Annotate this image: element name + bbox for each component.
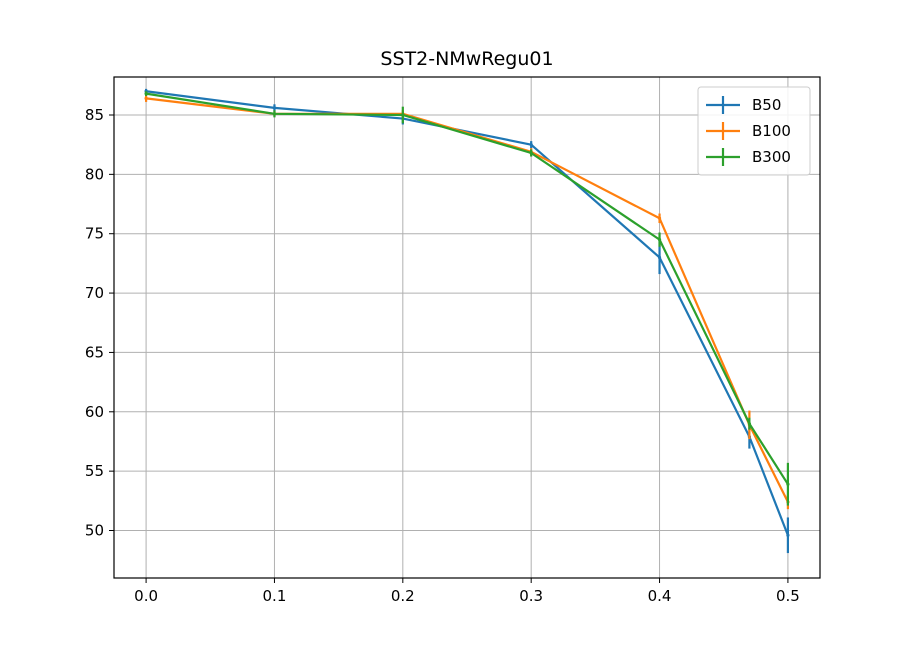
legend-label-b100: B100 bbox=[752, 122, 791, 140]
x-tick-label: 0.2 bbox=[391, 587, 415, 605]
x-tick-label: 0.1 bbox=[263, 587, 287, 605]
data-point-b300 bbox=[747, 422, 752, 426]
data-point-b300 bbox=[657, 238, 662, 242]
y-tick-label: 50 bbox=[85, 522, 104, 540]
data-point-b300 bbox=[401, 113, 405, 117]
y-tick-label: 80 bbox=[85, 165, 104, 183]
y-tick-label: 85 bbox=[85, 106, 104, 124]
x-tick-label: 0.3 bbox=[519, 587, 543, 605]
chart-title: SST2-NMwRegu01 bbox=[380, 48, 553, 70]
y-tick-label: 60 bbox=[85, 403, 104, 421]
legend-label-b300: B300 bbox=[752, 148, 791, 166]
series-layer bbox=[144, 88, 790, 554]
data-point-b100 bbox=[144, 96, 148, 100]
legend-box bbox=[697, 86, 811, 176]
data-point-b100 bbox=[657, 216, 662, 220]
y-tick-label: 55 bbox=[85, 462, 104, 480]
axes-frame bbox=[113, 76, 821, 579]
grid-lines bbox=[114, 77, 820, 578]
data-point-b50 bbox=[272, 106, 277, 110]
y-tick-label: 65 bbox=[85, 343, 104, 361]
x-tick-label: 0.5 bbox=[776, 587, 800, 605]
data-point-b50 bbox=[786, 533, 790, 537]
y-tick-label: 70 bbox=[85, 284, 104, 302]
x-tick-label: 0.0 bbox=[134, 587, 158, 605]
axis-ticks: 0.0 0.1 0.2 0.3 0.4 0.5 50 55 60 65 70 75 80 85 bbox=[85, 106, 800, 605]
data-point-b50 bbox=[657, 255, 662, 260]
data-point-b300 bbox=[272, 112, 277, 116]
y-tick-label: 75 bbox=[85, 225, 104, 243]
data-point-b300 bbox=[529, 151, 533, 155]
data-point-b300 bbox=[786, 482, 790, 486]
data-point-b50 bbox=[529, 143, 533, 147]
data-point-b300 bbox=[144, 92, 148, 96]
legend: B50 B100 B300 bbox=[697, 86, 811, 176]
x-tick-label: 0.4 bbox=[648, 587, 672, 605]
legend-label-b50: B50 bbox=[752, 96, 781, 114]
